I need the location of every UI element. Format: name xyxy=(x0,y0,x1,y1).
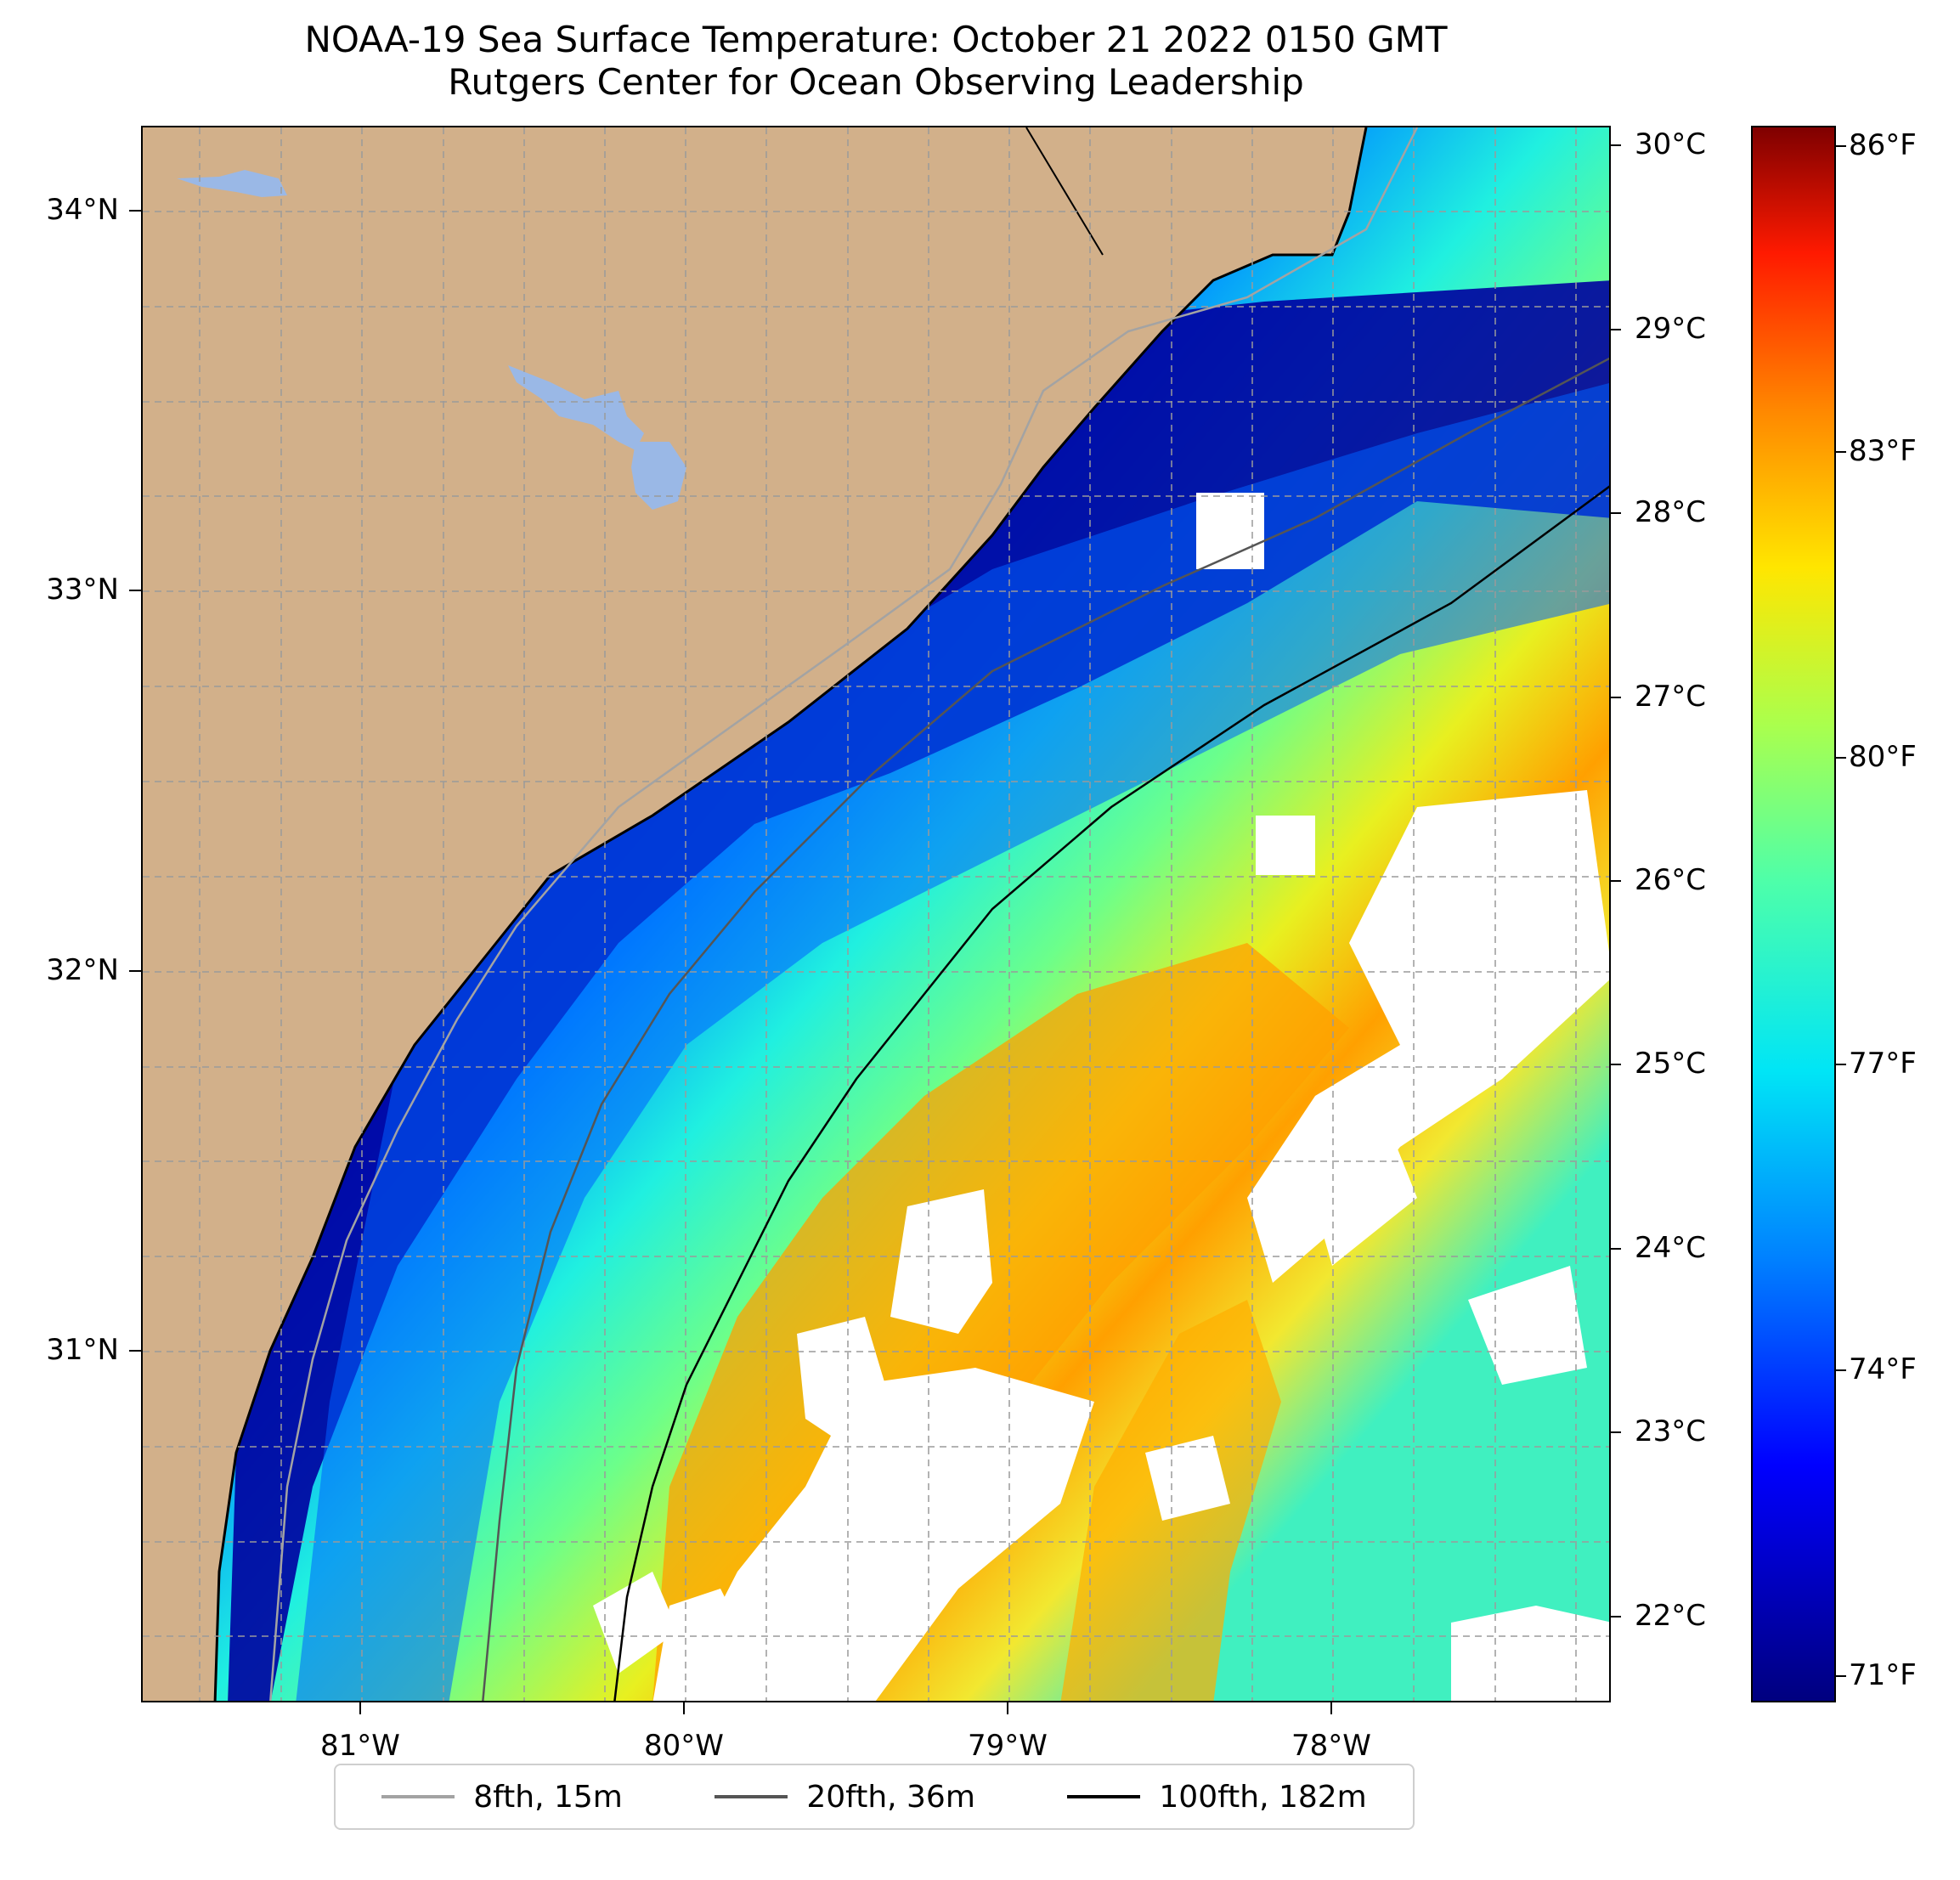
fahrenheit-tick xyxy=(1836,757,1846,759)
gridlines xyxy=(143,127,1609,1701)
lat-tick xyxy=(129,1350,141,1352)
celsius-tick xyxy=(1611,144,1621,146)
temperature-colorbar xyxy=(1751,126,1836,1702)
map-title-line2: Rutgers Center for Ocean Observing Leade… xyxy=(448,61,1304,103)
lon-tick xyxy=(1007,1702,1008,1714)
legend-line-20fth xyxy=(715,1795,788,1798)
colorbar-celsius-label: 24°C xyxy=(1635,1231,1707,1265)
lat-tick xyxy=(129,210,141,212)
fahrenheit-tick xyxy=(1836,145,1846,147)
colorbar-celsius-label: 29°C xyxy=(1635,312,1707,346)
celsius-tick xyxy=(1611,1431,1621,1433)
celsius-tick xyxy=(1611,1616,1621,1617)
colorbar-fahrenheit-label: 74°F xyxy=(1849,1352,1917,1386)
lat-tick xyxy=(129,590,141,591)
colorbar-celsius-label: 23°C xyxy=(1635,1414,1707,1448)
celsius-tick xyxy=(1611,697,1621,698)
lakes xyxy=(177,170,686,510)
legend-item-20fth: 20fth, 36m xyxy=(715,1780,975,1815)
lon-label-80w: 80°W xyxy=(644,1729,724,1763)
lon-label-78w: 78°W xyxy=(1291,1729,1371,1763)
colorbar-celsius-label: 30°C xyxy=(1635,127,1707,161)
colorbar-celsius-label: 25°C xyxy=(1635,1047,1707,1081)
sst-map-canvas xyxy=(143,127,1609,1701)
lat-label-33n: 33°N xyxy=(46,573,119,607)
lake-marion xyxy=(508,365,644,450)
celsius-tick xyxy=(1611,1248,1621,1250)
colorbar-celsius-label: 27°C xyxy=(1635,680,1707,714)
lon-tick xyxy=(359,1702,361,1714)
lon-label-79w: 79°W xyxy=(968,1729,1048,1763)
legend-line-100fth xyxy=(1067,1795,1141,1798)
fahrenheit-tick xyxy=(1836,1369,1846,1371)
map-title-line1: NOAA-19 Sea Surface Temperature: October… xyxy=(304,19,1448,60)
lon-tick xyxy=(683,1702,685,1714)
lon-tick xyxy=(1330,1702,1332,1714)
legend-item-100fth: 100fth, 182m xyxy=(1067,1779,1367,1815)
celsius-tick xyxy=(1611,512,1621,514)
lat-label-31n: 31°N xyxy=(46,1333,119,1367)
colorbar-fahrenheit-label: 80°F xyxy=(1849,740,1917,774)
celsius-tick xyxy=(1611,880,1621,882)
legend-label-100fth: 100fth, 182m xyxy=(1159,1779,1367,1815)
colorbar-fahrenheit-label: 83°F xyxy=(1849,434,1917,468)
lat-tick xyxy=(129,970,141,972)
legend-label-8fth: 8fth, 15m xyxy=(473,1779,623,1815)
lake-moultrie xyxy=(631,442,686,510)
isobath-20fth xyxy=(482,357,1609,1701)
fahrenheit-tick xyxy=(1836,1064,1846,1065)
lat-label-32n: 32°N xyxy=(46,953,119,987)
blue-shelf-band xyxy=(296,383,1609,1701)
lon-label-81w: 81°W xyxy=(320,1729,400,1763)
colorbar-fahrenheit-label: 86°F xyxy=(1849,128,1917,162)
celsius-tick xyxy=(1611,329,1621,330)
legend-label-20fth: 20fth, 36m xyxy=(806,1779,975,1815)
fahrenheit-tick xyxy=(1836,451,1846,453)
fahrenheit-tick xyxy=(1836,1675,1846,1677)
isobath-100fth xyxy=(613,485,1609,1701)
clouds xyxy=(593,493,1609,1701)
colorbar-celsius-label: 28°C xyxy=(1635,495,1707,529)
celsius-tick xyxy=(1611,1064,1621,1065)
small-lake xyxy=(177,170,287,197)
isobath-legend: 8fth, 15m 20fth, 36m 100fth, 182m xyxy=(334,1764,1415,1830)
colorbar-celsius-label: 26°C xyxy=(1635,863,1707,897)
colorbar-fahrenheit-label: 71°F xyxy=(1849,1658,1917,1692)
isobath-8fth xyxy=(269,127,1419,1701)
colorbar-fahrenheit-label: 77°F xyxy=(1849,1047,1917,1081)
land xyxy=(143,127,1366,1701)
colorbar-celsius-label: 22°C xyxy=(1635,1599,1707,1633)
legend-line-8fth xyxy=(381,1795,455,1798)
legend-item-8fth: 8fth, 15m xyxy=(381,1780,623,1815)
lat-label-34n: 34°N xyxy=(46,193,119,227)
sst-map xyxy=(141,126,1611,1702)
border-line xyxy=(1025,127,1104,256)
